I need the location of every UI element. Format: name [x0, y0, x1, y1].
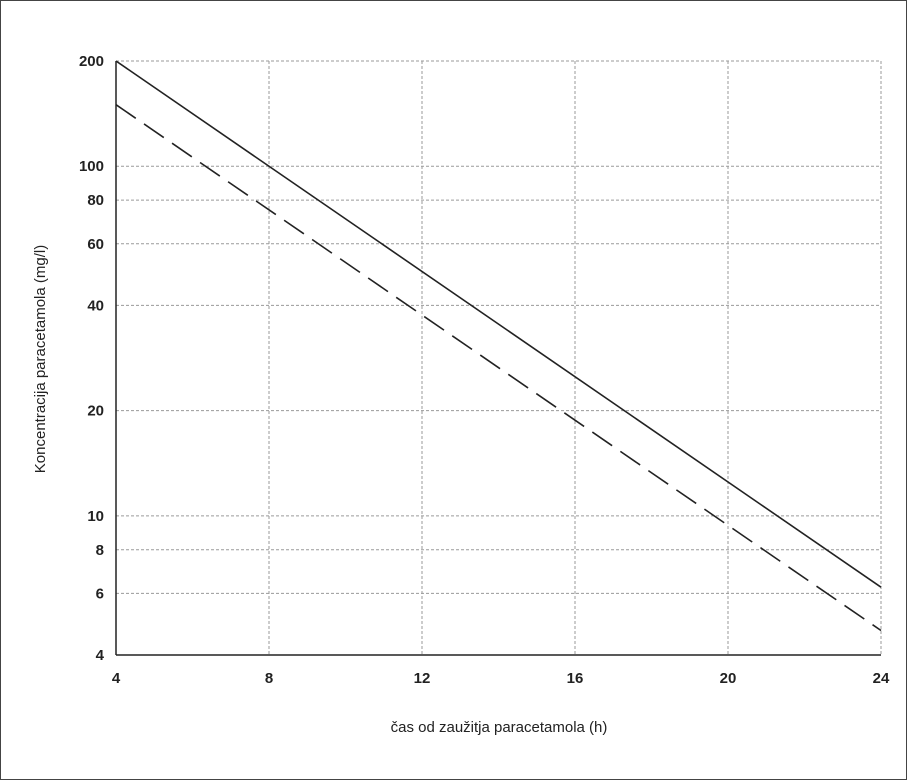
series-group	[115, 60, 882, 632]
axes	[115, 61, 881, 656]
grid	[116, 60, 882, 655]
y-tick-label: 80	[87, 192, 104, 209]
y-tick-label: 6	[96, 585, 104, 602]
x-tick-label: 24	[873, 670, 890, 687]
x-tick-label: 20	[720, 670, 737, 687]
x-tick-label: 12	[414, 670, 431, 687]
dashed-treatment-line	[115, 104, 882, 632]
x-axis-label: čas od zaužitja paracetamola (h)	[391, 719, 608, 736]
y-tick-label: 20	[87, 403, 104, 420]
x-tick-label: 4	[112, 670, 121, 687]
x-tick-labels: 4 8 12 16 20 24	[112, 670, 890, 687]
y-tick-label: 200	[79, 53, 104, 70]
y-tick-label: 4	[96, 647, 105, 664]
x-tick-label: 8	[265, 670, 273, 687]
y-tick-label: 8	[96, 542, 104, 559]
y-axis-label: Koncentracija paracetamola (mg/l)	[32, 245, 49, 473]
y-tick-label: 60	[87, 236, 104, 253]
y-tick-labels: 4 6 8 10 20 40 60 80 100 200	[79, 53, 105, 664]
solid-treatment-line	[115, 60, 882, 588]
y-tick-label: 40	[87, 297, 104, 314]
y-tick-label: 10	[87, 508, 104, 525]
x-tick-label: 16	[567, 670, 584, 687]
y-tick-label: 100	[79, 158, 104, 175]
